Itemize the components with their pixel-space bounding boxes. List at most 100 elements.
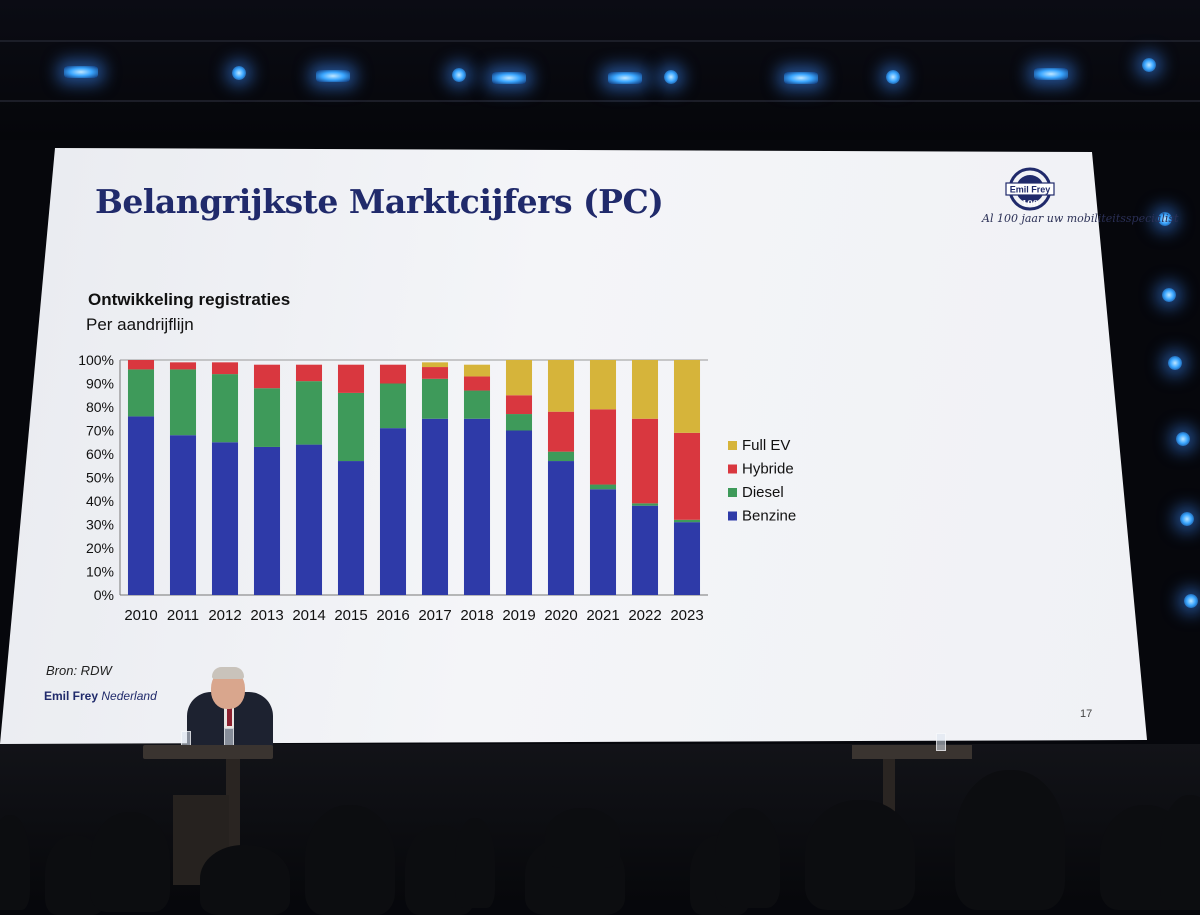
footer-brand-name: Emil Frey xyxy=(44,689,99,703)
x-tick-label: 2012 xyxy=(208,607,241,624)
bar-segment-diesel xyxy=(421,378,449,419)
audience-head xyxy=(90,812,170,912)
y-tick-label: 20% xyxy=(86,540,114,556)
x-tick-label: 2018 xyxy=(460,607,493,624)
stage-truss xyxy=(0,0,1200,140)
x-tick-label: 2014 xyxy=(292,607,325,624)
stage-light xyxy=(608,72,642,84)
bar-segment-full-ev xyxy=(505,360,533,396)
audience-head xyxy=(0,815,30,910)
bar-segment-hybride xyxy=(169,362,197,370)
bar-segment-hybride xyxy=(421,367,449,379)
bar-segment-benzine xyxy=(127,416,155,595)
stage-light xyxy=(1176,432,1190,446)
stage-light xyxy=(1184,594,1198,608)
bar-segment-diesel xyxy=(127,369,155,417)
x-tick-label: 2020 xyxy=(544,607,577,624)
audience-head xyxy=(305,805,395,915)
y-tick-label: 100% xyxy=(78,352,114,368)
bar-segment-hybride xyxy=(379,364,407,384)
slide-title: Belangrijkste Marktcijfers (PC) xyxy=(95,182,664,221)
x-tick-label: 2015 xyxy=(334,607,367,624)
bar-segment-hybride xyxy=(253,364,281,389)
chart-subtitle: Per aandrijflijn xyxy=(86,315,194,334)
bar-segment-benzine xyxy=(253,446,281,595)
stage-light xyxy=(316,70,350,82)
y-tick-label: 0% xyxy=(94,587,114,603)
logo-text: Emil Frey xyxy=(1010,185,1051,195)
bar-segment-benzine xyxy=(295,444,323,595)
bar-segment-benzine xyxy=(211,442,239,595)
bar-segment-hybride xyxy=(127,360,155,370)
truss-beam xyxy=(0,100,1200,102)
footer-brand-country: Nederland xyxy=(101,689,157,703)
legend-label: Benzine xyxy=(742,508,796,525)
bar-segment-diesel xyxy=(673,519,701,523)
stage-light xyxy=(1168,356,1182,370)
audience-head xyxy=(455,818,495,908)
legend-label: Diesel xyxy=(742,484,784,501)
stage-light xyxy=(1180,512,1194,526)
x-tick-label: 2019 xyxy=(502,607,535,624)
bar-segment-diesel xyxy=(211,374,239,443)
legend-swatch xyxy=(728,511,737,521)
stage-light xyxy=(1162,288,1176,302)
bar-segment-hybride xyxy=(547,411,575,452)
bar-segment-diesel xyxy=(463,390,491,419)
bar-segment-full-ev xyxy=(589,360,617,410)
y-tick-label: 30% xyxy=(86,517,114,533)
truss-beam xyxy=(0,40,1200,42)
x-tick-label: 2017 xyxy=(418,607,451,624)
audience-head xyxy=(1160,795,1200,910)
legend-label: Hybride xyxy=(742,461,794,478)
bar-segment-benzine xyxy=(673,522,701,595)
legend-swatch xyxy=(728,464,737,474)
x-tick-label: 2013 xyxy=(250,607,283,624)
legend-swatch xyxy=(728,441,737,450)
audience-head xyxy=(955,770,1065,910)
bar-segment-full-ev xyxy=(673,360,701,433)
speaker-tie xyxy=(227,704,232,726)
stage-light xyxy=(886,70,900,84)
side-table-leg xyxy=(883,759,895,819)
x-tick-label: 2021 xyxy=(586,607,619,624)
bar-segment-benzine xyxy=(379,428,407,595)
y-tick-label: 60% xyxy=(86,446,114,462)
y-tick-label: 10% xyxy=(86,564,114,580)
emil-frey-logo: Emil Frey 100 xyxy=(1005,167,1055,211)
stage-light xyxy=(492,72,526,84)
bar-segment-diesel xyxy=(169,369,197,436)
bar-segment-benzine xyxy=(631,505,659,595)
bar-segment-hybride xyxy=(295,364,323,382)
bar-segment-diesel xyxy=(631,503,659,506)
logo-tagline: Al 100 jaar uw mobiliteitsspecialist xyxy=(982,212,1179,225)
bar-segment-diesel xyxy=(337,392,365,462)
y-tick-label: 90% xyxy=(86,376,114,392)
bar-segment-benzine xyxy=(505,430,533,595)
speaker-hair xyxy=(212,667,244,679)
bar-segment-hybride xyxy=(589,409,617,485)
y-tick-label: 80% xyxy=(86,399,114,415)
bar-segment-hybride xyxy=(505,395,533,415)
page-number: 17 xyxy=(1080,708,1093,720)
stage-light xyxy=(1158,212,1172,226)
y-tick-label: 70% xyxy=(86,423,114,439)
stage-light xyxy=(64,66,98,78)
bar-segment-hybride xyxy=(463,376,491,391)
bar-segment-full-ev xyxy=(547,360,575,412)
bar-segment-full-ev xyxy=(421,362,449,368)
x-tick-label: 2011 xyxy=(167,607,199,624)
chart-title: Ontwikkeling registraties xyxy=(88,290,291,309)
x-tick-label: 2023 xyxy=(670,607,703,624)
legend-label: Full EV xyxy=(742,437,790,454)
source-note: Bron: RDW xyxy=(46,663,112,678)
x-tick-label: 2022 xyxy=(628,607,661,624)
bar-segment-diesel xyxy=(547,451,575,462)
stage-light xyxy=(664,70,678,84)
bar-segment-diesel xyxy=(295,381,323,445)
x-tick-label: 2010 xyxy=(124,607,157,624)
stage-light xyxy=(452,68,466,82)
lectern xyxy=(143,745,273,759)
